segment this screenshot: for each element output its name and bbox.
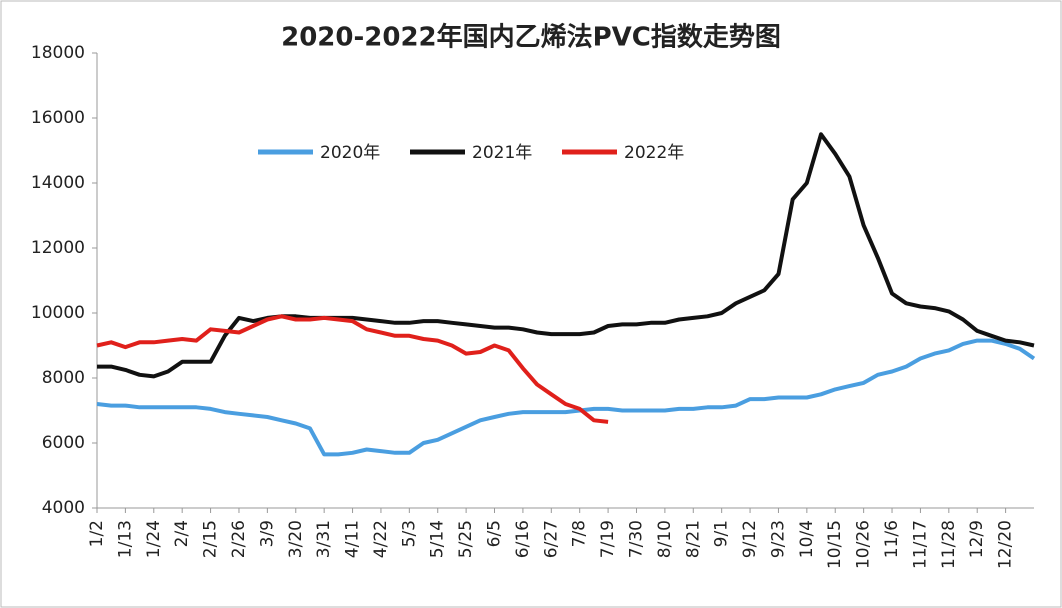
line bbox=[97, 132, 1035, 379]
x-tick-label: 7/8 bbox=[570, 520, 590, 547]
x-tick-label: 3/31 bbox=[314, 520, 334, 558]
x-tick-label: 11/6 bbox=[882, 520, 902, 558]
x-tick-label: 10/26 bbox=[854, 520, 874, 569]
x-tick-label: 12/9 bbox=[967, 520, 987, 558]
legend-label: 2021年 bbox=[472, 143, 532, 163]
x-tick-label: 3/20 bbox=[286, 520, 306, 558]
x-tick-label: 10/4 bbox=[797, 520, 817, 558]
x-tick-label: 8/21 bbox=[683, 520, 703, 558]
x-tick-label: 4/22 bbox=[371, 520, 391, 558]
x-tick-label: 1/24 bbox=[144, 520, 164, 558]
x-tick-label: 1/13 bbox=[115, 520, 135, 558]
x-tick-label: 4/11 bbox=[343, 520, 363, 558]
x-tick-label: 5/3 bbox=[399, 520, 419, 547]
x-tick-label: 11/28 bbox=[939, 520, 959, 569]
y-tick-label: 14000 bbox=[31, 173, 85, 193]
x-tick-label: 5/14 bbox=[428, 520, 448, 558]
x-tick-label: 6/16 bbox=[513, 520, 533, 558]
y-tick-label: 6000 bbox=[42, 433, 85, 453]
x-tick-label: 11/17 bbox=[910, 520, 930, 569]
x-tick-label: 9/1 bbox=[712, 520, 732, 547]
legend-label: 2020年 bbox=[320, 143, 380, 163]
x-tick-label: 2/26 bbox=[229, 520, 249, 558]
y-tick-label: 12000 bbox=[31, 238, 85, 258]
x-tick-label: 9/23 bbox=[768, 520, 788, 558]
x-tick-label: 10/15 bbox=[825, 520, 845, 569]
x-tick-label: 1/2 bbox=[87, 520, 107, 547]
chart-title: 2020-2022年国内乙烯法PVC指数走势图 bbox=[281, 22, 781, 53]
y-tick-label: 16000 bbox=[31, 108, 85, 128]
x-tick-label: 6/27 bbox=[541, 520, 561, 558]
x-tick-label: 8/10 bbox=[655, 520, 675, 558]
y-tick-label: 4000 bbox=[42, 498, 85, 518]
y-tick-label: 8000 bbox=[42, 368, 85, 388]
legend-label: 2022年 bbox=[624, 143, 684, 163]
x-tick-label: 7/30 bbox=[626, 520, 646, 558]
y-tick-label: 10000 bbox=[31, 303, 85, 323]
line bbox=[96, 338, 1036, 457]
x-tick-label: 5/25 bbox=[456, 520, 476, 558]
x-tick-label: 7/19 bbox=[598, 520, 618, 558]
x-tick-label: 12/20 bbox=[996, 520, 1016, 569]
x-tick-label: 2/15 bbox=[201, 520, 221, 558]
x-tick-label: 2/4 bbox=[172, 520, 192, 547]
x-tick-label: 6/5 bbox=[485, 520, 505, 547]
x-tick-label: 3/9 bbox=[257, 520, 277, 547]
x-tick-label: 9/12 bbox=[740, 520, 760, 558]
y-tick-label: 18000 bbox=[31, 43, 85, 63]
line bbox=[96, 314, 609, 424]
